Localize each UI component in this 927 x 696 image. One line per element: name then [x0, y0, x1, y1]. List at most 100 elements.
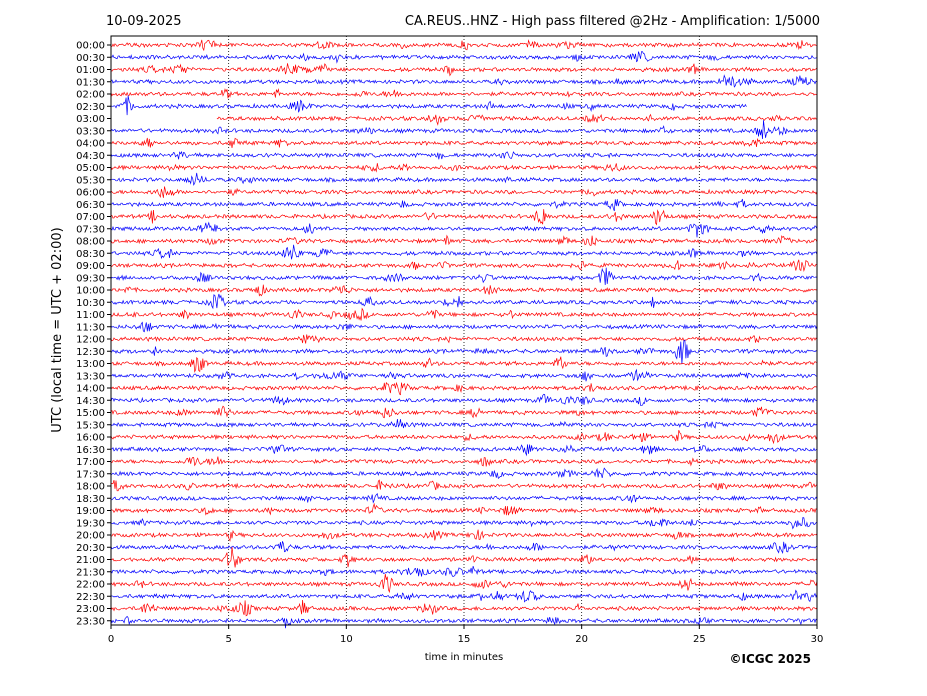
y-tick-label: 10:30 [76, 298, 105, 309]
trace-row-1730 [110, 467, 818, 479]
trace-row-0000 [110, 39, 818, 52]
x-tick-label: 20 [575, 634, 588, 645]
trace-row-2300 [110, 599, 818, 617]
y-tick-label: 14:30 [76, 396, 105, 407]
y-tick-label: 00:30 [76, 53, 105, 64]
y-tick-label: 08:30 [76, 249, 105, 260]
y-tick-label: 01:30 [76, 77, 105, 88]
trace-row-1300 [110, 356, 817, 373]
trace-row-1600 [110, 429, 818, 445]
y-tick-label: 17:30 [76, 469, 105, 480]
trace-row-2330 [110, 615, 818, 629]
y-tick-label: 21:00 [76, 555, 105, 566]
y-tick-label: 04:00 [76, 139, 105, 150]
trace-row-0730 [110, 221, 818, 238]
y-tick-label: 23:30 [76, 616, 105, 627]
trace-row-0530 [110, 172, 818, 186]
y-tick-label: 09:00 [76, 261, 105, 272]
y-tick-label: 13:30 [76, 371, 105, 382]
trace-row-2100 [110, 546, 818, 568]
y-tick-label: 22:30 [76, 592, 105, 603]
y-tick-label: 13:00 [76, 359, 105, 370]
y-tick-label: 06:30 [76, 200, 105, 211]
trace-row-1100 [110, 307, 818, 321]
trace-row-1030 [110, 293, 818, 310]
y-tick-label: 07:00 [76, 212, 105, 223]
y-tick-label: 19:00 [76, 506, 105, 517]
trace-row-1130 [110, 321, 818, 333]
x-tick-label: 10 [340, 634, 353, 645]
seismic-traces [110, 39, 818, 629]
y-tick-label: 10:00 [76, 286, 105, 297]
trace-row-2230 [110, 589, 818, 603]
y-tick-label: 20:00 [76, 531, 105, 542]
y-tick-label: 03:00 [76, 114, 105, 125]
trace-row-0230 [110, 95, 747, 116]
y-tick-label: 16:00 [76, 433, 105, 444]
y-tick-label: 22:00 [76, 580, 105, 591]
trace-row-0500 [110, 163, 818, 173]
grid-lines [228, 36, 700, 625]
trace-row-2200 [110, 574, 818, 594]
trace-row-1900 [110, 502, 818, 516]
trace-row-0100 [110, 63, 818, 77]
y-tick-label: 00:00 [76, 41, 105, 52]
trace-row-0630 [110, 198, 818, 212]
trace-row-0800 [110, 234, 818, 247]
trace-row-1800 [110, 479, 818, 492]
y-tick-label: 18:30 [76, 494, 105, 505]
trace-row-2030 [110, 541, 818, 554]
x-tick-label: 5 [225, 634, 231, 645]
y-tick-label: 07:30 [76, 224, 105, 235]
y-tick-label: 03:30 [76, 126, 105, 137]
trace-row-0900 [110, 259, 818, 272]
y-tick-label: 19:30 [76, 518, 105, 529]
x-axis-ticks: 0 5 10 15 20 25 30 [108, 625, 824, 645]
y-tick-label: 11:30 [76, 322, 105, 333]
y-tick-label: 04:30 [76, 151, 105, 162]
y-tick-label: 02:30 [76, 102, 105, 113]
trace-row-0300 [216, 113, 818, 126]
trace-row-1700 [110, 456, 817, 467]
y-tick-label: 15:00 [76, 408, 105, 419]
trace-row-0430 [110, 150, 818, 160]
y-tick-label: 20:30 [76, 543, 105, 554]
x-tick-label: 0 [108, 634, 114, 645]
trace-row-1230 [110, 339, 818, 364]
y-tick-label: 06:00 [76, 188, 105, 199]
trace-row-1330 [110, 368, 818, 382]
y-tick-label: 05:00 [76, 163, 105, 174]
y-tick-label: 16:30 [76, 445, 105, 456]
y-tick-label: 21:30 [76, 567, 105, 578]
x-tick-label: 15 [458, 634, 471, 645]
trace-row-1000 [110, 284, 818, 297]
y-axis-label: UTC (local time = UTC + 02:00) [50, 227, 65, 432]
y-tick-label: 11:00 [76, 310, 105, 321]
trace-row-0330 [110, 120, 818, 140]
y-tick-label: 17:00 [76, 457, 105, 468]
y-tick-label: 18:00 [76, 482, 105, 493]
trace-row-2000 [111, 529, 818, 542]
y-tick-label: 09:30 [76, 273, 105, 284]
trace-row-0930 [110, 267, 818, 286]
y-tick-label: 12:30 [76, 347, 105, 358]
trace-row-1430 [110, 393, 818, 406]
trace-row-1400 [110, 381, 818, 396]
copyright-label: ©ICGC 2025 [729, 652, 811, 666]
y-tick-label: 14:00 [76, 384, 105, 395]
x-tick-label: 30 [811, 634, 824, 645]
trace-row-2130 [110, 565, 818, 578]
y-tick-label: 05:30 [76, 175, 105, 186]
y-tick-label: 02:00 [76, 90, 105, 101]
trace-row-0200 [110, 88, 817, 99]
chart-date: 10-09-2025 [106, 14, 182, 29]
y-tick-label: 08:00 [76, 237, 105, 248]
trace-row-0830 [110, 244, 818, 260]
y-tick-label: 15:30 [76, 420, 105, 431]
trace-row-1200 [110, 334, 818, 344]
y-tick-label: 23:00 [76, 604, 105, 615]
trace-row-1930 [110, 517, 818, 530]
trace-row-0400 [110, 137, 818, 148]
y-tick-label: 12:00 [76, 335, 105, 346]
